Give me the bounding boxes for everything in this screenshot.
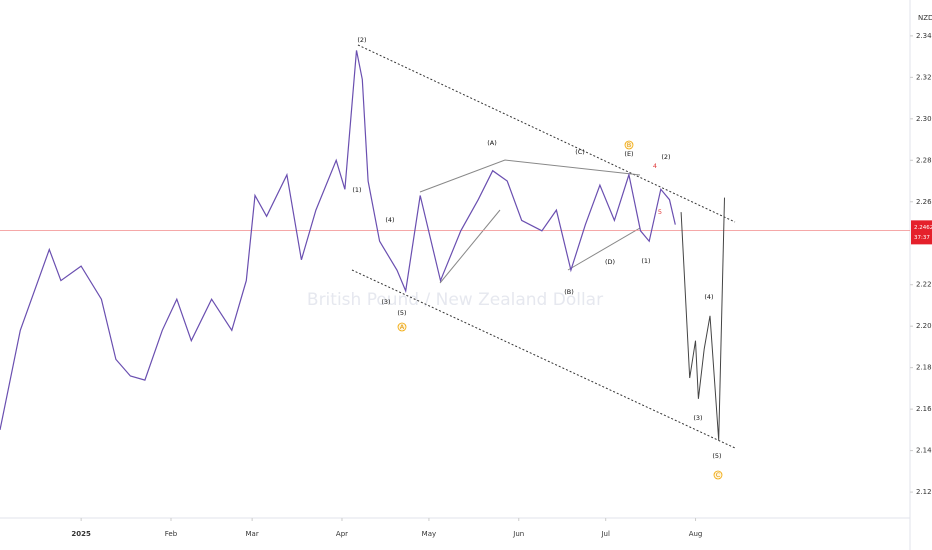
wave-label: (D) bbox=[605, 258, 615, 266]
y-tick-label: 2.16000 bbox=[916, 405, 932, 413]
wave-label: (1) bbox=[641, 257, 650, 265]
countdown-label: 37:37 bbox=[914, 235, 930, 241]
x-tick-label: Jun bbox=[512, 530, 524, 538]
last-price-label: 2.24621 bbox=[914, 225, 932, 231]
x-tick-label: May bbox=[422, 530, 436, 538]
y-tick-label: 2.32000 bbox=[916, 73, 932, 81]
x-tick-label: Apr bbox=[336, 530, 348, 538]
last-price-box bbox=[911, 220, 932, 245]
wave-label: (2) bbox=[661, 153, 670, 161]
y-tick-label: 2.34000 bbox=[916, 32, 932, 40]
y-tick-label: 2.18000 bbox=[916, 364, 932, 372]
projection-line bbox=[680, 197, 725, 441]
wave-label: (B) bbox=[564, 288, 574, 296]
wave-label: (5) bbox=[397, 309, 406, 317]
wave-marker bbox=[397, 322, 407, 332]
wave-label: (E) bbox=[624, 150, 633, 158]
wave-label: B bbox=[627, 141, 631, 149]
x-tick-label: Mar bbox=[246, 530, 259, 538]
wave-label: (4) bbox=[385, 216, 394, 224]
triangle-upper bbox=[419, 159, 641, 193]
y-tick-label: 2.30000 bbox=[916, 115, 932, 123]
wave-label: 5 bbox=[658, 208, 662, 216]
y-tick-label: 2.14000 bbox=[916, 447, 932, 455]
y-tick-label: 2.12000 bbox=[916, 488, 932, 496]
y-tick-label: 2.28000 bbox=[916, 156, 932, 164]
y-tick-label: 2.20000 bbox=[916, 322, 932, 330]
upper-trendline bbox=[357, 44, 736, 223]
wave-label: C bbox=[716, 471, 721, 479]
triangle-lower bbox=[567, 227, 641, 271]
wave-label: (C) bbox=[575, 148, 585, 156]
wave-label: A bbox=[400, 323, 405, 331]
wave-label: (1) bbox=[352, 186, 361, 194]
wave-label: (3) bbox=[381, 298, 390, 306]
y-tick-label: 2.22000 bbox=[916, 281, 932, 289]
wave-marker bbox=[624, 140, 634, 150]
wave-label: (A) bbox=[487, 139, 497, 147]
wave-label: (2) bbox=[357, 36, 366, 44]
price-line bbox=[0, 50, 676, 431]
wave-label: (4) bbox=[704, 293, 713, 301]
wave-label: 4 bbox=[653, 162, 657, 170]
watermark: British Pound / New Zealand Dollar bbox=[307, 290, 603, 310]
x-tick-label: 2025 bbox=[71, 530, 91, 538]
x-tick-label: Feb bbox=[165, 530, 178, 538]
y-unit-label: NZD bbox=[918, 14, 932, 22]
wave-marker bbox=[713, 470, 723, 480]
x-tick-label: Jul bbox=[600, 530, 610, 538]
triangle-leg bbox=[439, 209, 501, 284]
wave-label: (3) bbox=[693, 414, 702, 422]
wave-label: (5) bbox=[712, 452, 721, 460]
x-tick-label: Aug bbox=[689, 530, 703, 538]
y-tick-label: 2.26000 bbox=[916, 198, 932, 206]
